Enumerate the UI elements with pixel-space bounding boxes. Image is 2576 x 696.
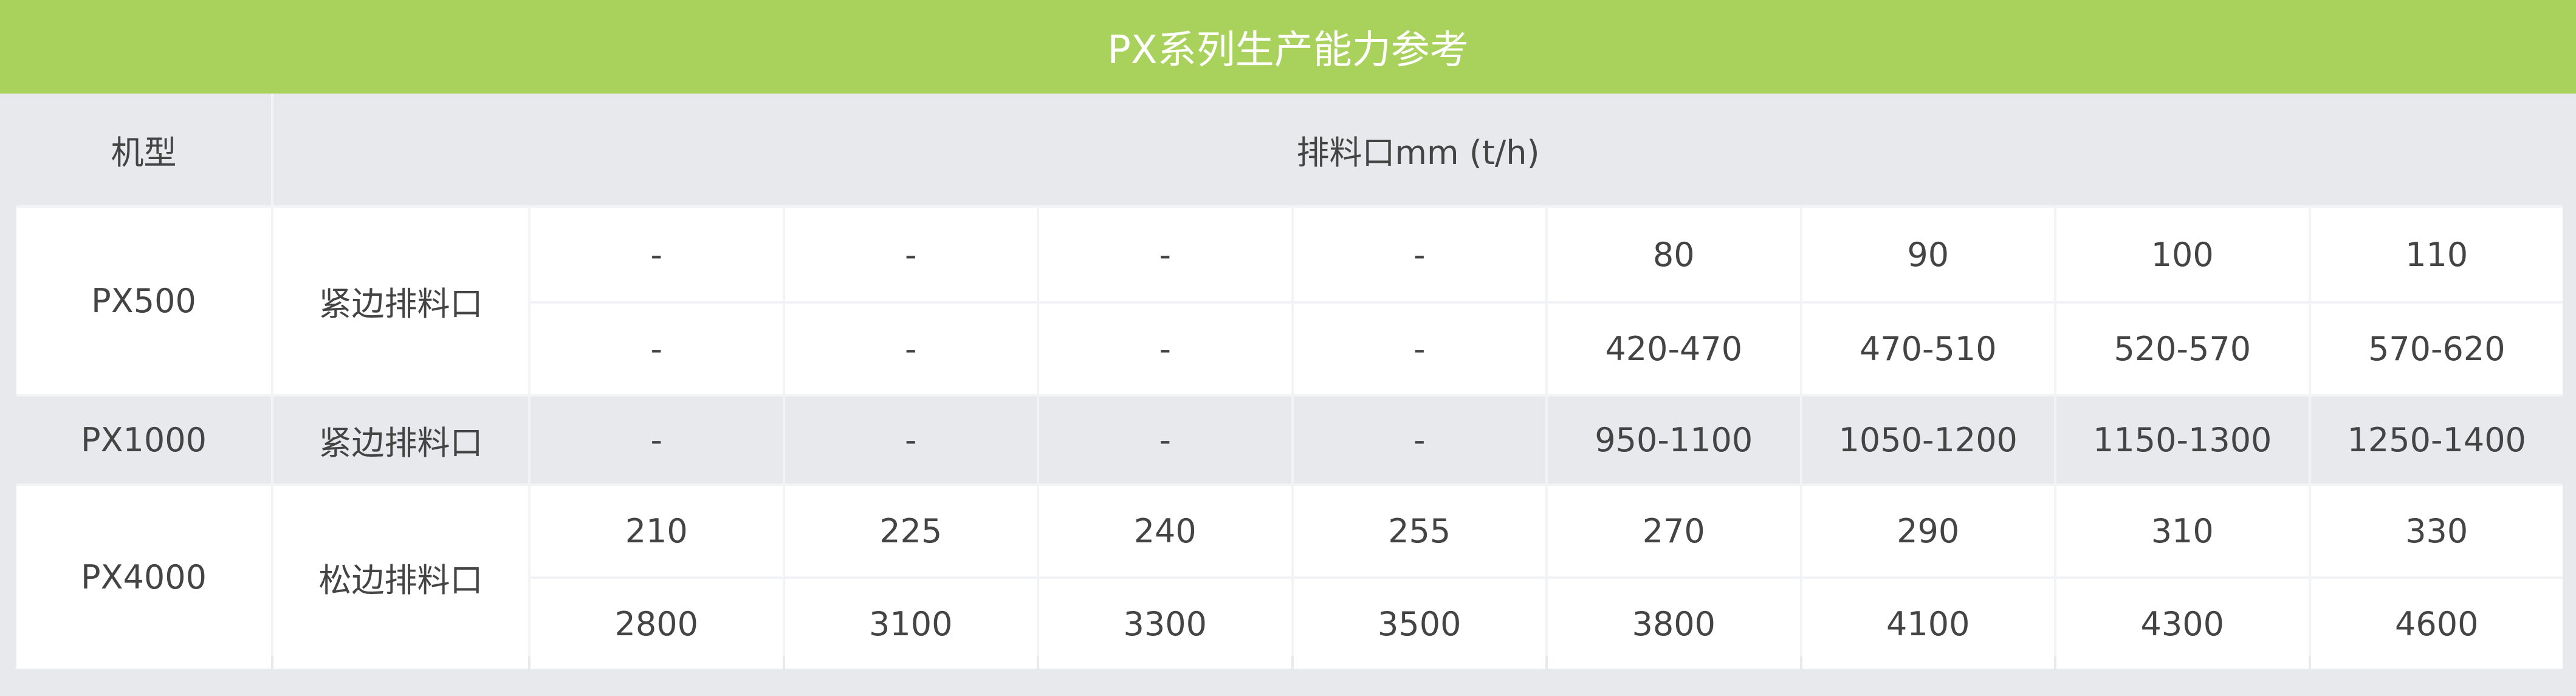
capacity-cell: 4100 [1802,579,2054,669]
opening-cell: 80 [1548,208,1800,301]
opening-cell: - [1039,208,1291,301]
opening-cell: 210 [531,486,783,576]
opening-cell: 110 [2310,208,2563,301]
capacity-cell: - [1293,304,1545,394]
capacity-cell: 4300 [2056,579,2309,669]
opening-cell: 240 [1039,486,1291,576]
capacity-cell: 3500 [1293,579,1545,669]
capacity-cell: 1050-1200 [1802,397,2054,483]
capacity-cell: 570-620 [2310,304,2563,394]
capacity-cell: 3800 [1548,579,1800,669]
model-cell: PX500 [16,208,271,394]
opening-cell: 290 [1802,486,2054,576]
capacity-cell: 950-1100 [1548,397,1800,483]
capacity-cell: - [1039,397,1291,483]
capacity-cell: - [1293,397,1545,483]
opening-cell: 255 [1293,486,1545,576]
opening-cell: 100 [2056,208,2309,301]
capacity-cell: 1150-1300 [2056,397,2309,483]
capacity-cell: 420-470 [1548,304,1800,394]
opening-cell: 270 [1548,486,1800,576]
capacity-cell: 3100 [785,579,1037,669]
capacity-cell: - [785,397,1037,483]
capacity-cell: - [785,304,1037,394]
setting-cell: 紧边排料口 [273,208,528,394]
opening-cell: 225 [785,486,1037,576]
opening-cell: - [785,208,1037,301]
capacity-cell: 520-570 [2056,304,2309,394]
opening-cell: 330 [2310,486,2563,576]
header-model: 机型 [16,94,271,205]
capacity-cell: 2800 [531,579,783,669]
capacity-cell: 470-510 [1802,304,2054,394]
setting-cell: 松边排料口 [273,486,528,669]
capacity-cell: - [531,397,783,483]
capacity-table: 机型 排料口mm (t/h) PX500 紧边排料口 - - - - - - - -80 420-470… [16,94,2563,669]
model-cell: PX1000 [16,397,271,483]
table-title: PX系列生产能力参考 [0,0,2576,94]
capacity-cell: 3300 [1039,579,1291,669]
opening-cell: - [531,208,783,301]
capacity-cell: 1250-1400 [2310,397,2563,483]
capacity-cell: 4600 [2310,579,2563,669]
capacity-cell: - [531,304,783,394]
opening-cell: 310 [2056,486,2309,576]
opening-cell: - [1293,208,1545,301]
capacity-cell: - [1039,304,1291,394]
setting-cell: 紧边排料口 [273,397,528,483]
header-discharge: 排料口mm (t/h) [273,94,2563,205]
model-cell: PX4000 [16,486,271,669]
opening-cell: 90 [1802,208,2054,301]
